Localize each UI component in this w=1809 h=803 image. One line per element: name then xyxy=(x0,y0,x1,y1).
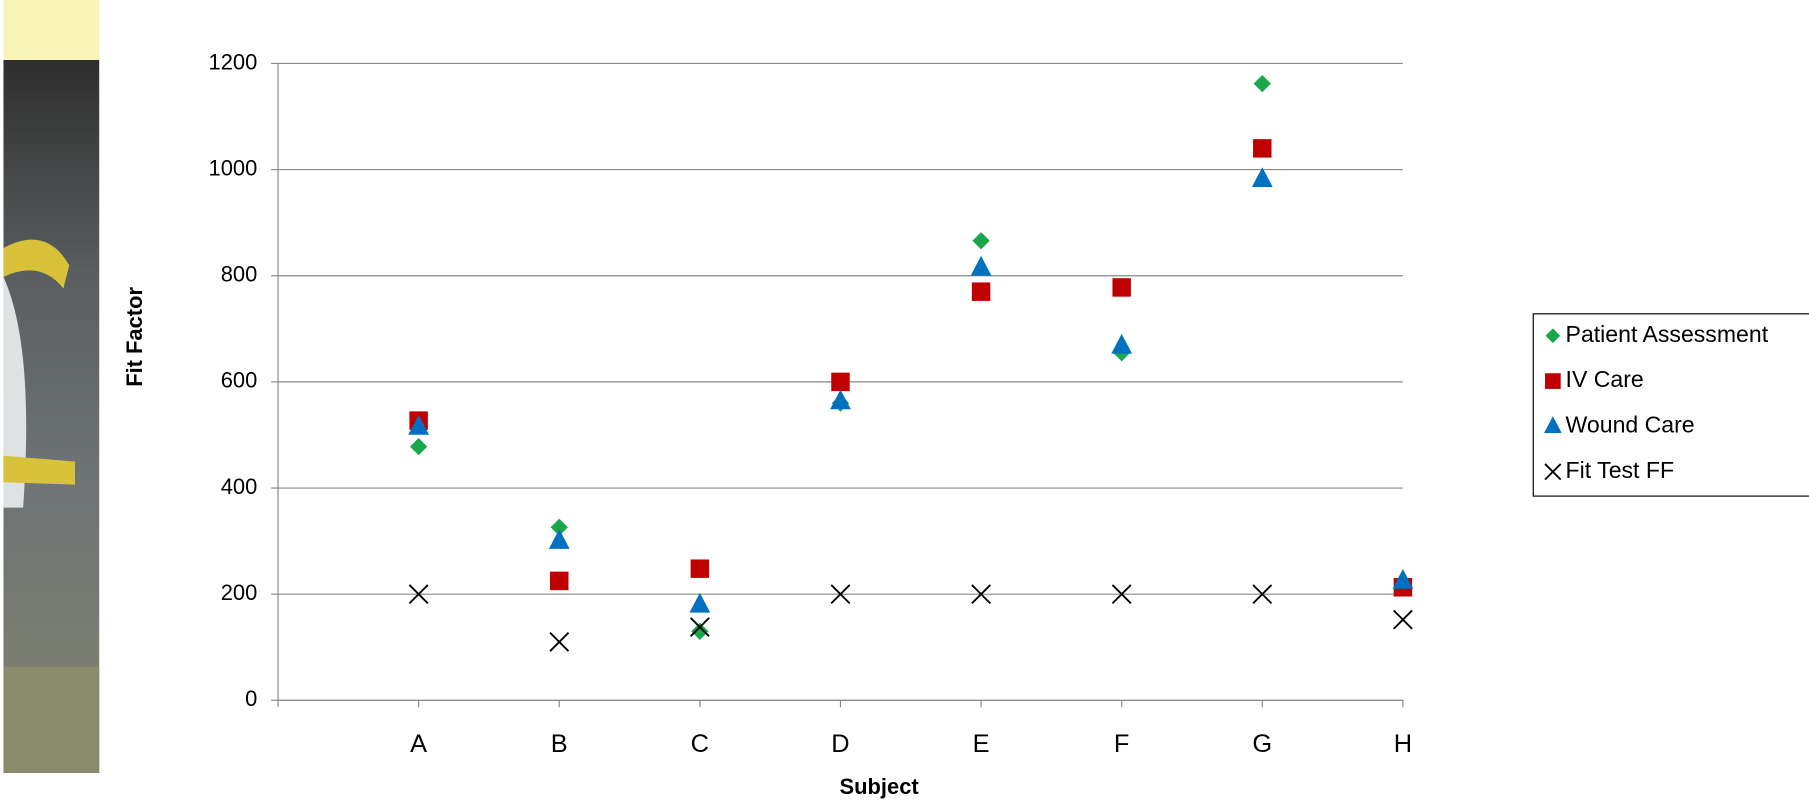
point xyxy=(830,390,851,410)
legend-label: Fit Test FF xyxy=(1566,457,1675,483)
point xyxy=(1254,75,1271,92)
photo-strip xyxy=(3,0,99,773)
y-tick-label: 1200 xyxy=(209,49,258,74)
point xyxy=(691,559,709,577)
point xyxy=(1112,278,1130,296)
y-tick-label: 200 xyxy=(221,580,258,605)
point xyxy=(971,256,992,276)
x-tick-label: B xyxy=(551,730,568,758)
point xyxy=(410,438,427,455)
point xyxy=(550,633,568,651)
legend-label: Wound Care xyxy=(1566,412,1695,438)
point xyxy=(550,572,568,590)
x-tick-label: F xyxy=(1114,730,1130,758)
y-tick-label: 800 xyxy=(221,262,258,287)
legend-label: IV Care xyxy=(1566,366,1644,392)
x-tick-label: A xyxy=(410,730,427,758)
point xyxy=(1253,139,1271,157)
y-tick-label: 1000 xyxy=(209,155,258,180)
point xyxy=(1394,610,1412,628)
page: {"chart_data": {"type": "scatter", "x_la… xyxy=(0,0,1809,803)
y-tick-label: 600 xyxy=(221,368,258,393)
point xyxy=(831,373,849,391)
point xyxy=(689,593,710,613)
point xyxy=(691,623,708,640)
point xyxy=(972,282,990,300)
y-axis-title: Fit Factor xyxy=(122,287,147,387)
x-tick-label: C xyxy=(691,730,709,758)
x-tick-label: D xyxy=(831,730,849,758)
point xyxy=(549,529,570,549)
legend-label: Patient Assessment xyxy=(1566,321,1769,347)
x-axis-title: Subject xyxy=(840,774,920,799)
legend-marker xyxy=(1545,373,1561,389)
y-tick-label: 0 xyxy=(245,686,257,711)
point xyxy=(972,232,989,249)
x-tick-label: E xyxy=(973,730,990,758)
chart: Subject Fit Factor 0 200 400 600 800 1000 1200… xyxy=(0,0,1809,803)
x-tick-label: H xyxy=(1394,730,1412,758)
point xyxy=(1111,334,1132,354)
y-tick-label: 400 xyxy=(221,474,258,499)
x-tick-label: G xyxy=(1252,730,1272,758)
